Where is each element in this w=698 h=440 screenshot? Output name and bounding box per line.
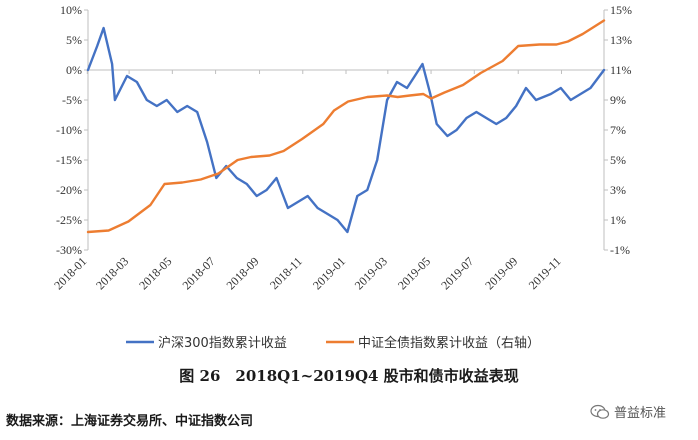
right-tick-label: 15% — [610, 3, 632, 17]
x-tick-label: 2019-05 — [395, 254, 433, 292]
wechat-icon — [590, 404, 610, 419]
x-axis: 2018-01 2018-03 2018-05 2018-07 2018-09 2018-… — [51, 69, 604, 292]
chart: 10% 5% 0% -5% -10% -15% -20% -25% -30% 15% 13% 11%… — [51, 3, 632, 351]
left-tick-label: -5% — [62, 93, 82, 107]
legend: 沪深300指数累计收益 中证全债指数累计收益（右轴） — [126, 335, 540, 351]
x-tick-label: 2018-07 — [180, 254, 218, 292]
right-tick-label: -1% — [610, 243, 630, 257]
x-tick-label: 2018-05 — [136, 254, 174, 292]
right-tick-label: 3% — [610, 183, 626, 197]
csi300-series-line — [86, 26, 606, 234]
right-tick-label: 9% — [610, 93, 626, 107]
left-tick-label: -10% — [56, 123, 82, 137]
bond-index-series-line — [86, 19, 606, 234]
watermark: 普益标准 — [590, 402, 666, 421]
x-tick-label: 2019-01 — [310, 254, 348, 292]
chart-caption: 图 26 2018Q1~2019Q4 股市和债市收益表现 — [179, 367, 519, 385]
right-tick-label: 13% — [610, 33, 632, 47]
left-tick-label: 0% — [66, 63, 82, 77]
x-tick-label: 2018-03 — [93, 254, 131, 292]
left-tick-label: -25% — [56, 213, 82, 227]
data-source: 数据来源：上海证券交易所、中证指数公司 — [6, 414, 254, 429]
legend-label: 沪深300指数累计收益 — [158, 335, 287, 351]
left-tick-label: -30% — [56, 243, 82, 257]
left-tick-label: -15% — [56, 153, 82, 167]
right-tick-label: 7% — [610, 123, 626, 137]
right-tick-label: 11% — [610, 63, 632, 77]
x-tick-label: 2019-09 — [482, 254, 520, 292]
x-tick-label: 2018-11 — [267, 254, 305, 292]
right-tick-label: 5% — [610, 153, 626, 167]
x-tick-label: 2018-01 — [51, 254, 89, 292]
legend-label: 中证全债指数累计收益（右轴） — [358, 335, 540, 351]
left-tick-label: 5% — [66, 33, 82, 47]
x-tick-label: 2019-07 — [438, 254, 476, 292]
x-tick-label: 2019-11 — [526, 254, 564, 292]
right-tick-label: 1% — [610, 213, 626, 227]
series-layer — [86, 19, 606, 234]
watermark-text: 普益标准 — [614, 406, 667, 421]
left-tick-label: 10% — [60, 3, 82, 17]
x-tick-label: 2019-03 — [352, 254, 390, 292]
left-tick-label: -20% — [56, 183, 82, 197]
right-axis: 15% 13% 11% 9% 7% 5% 3% 1% -1% — [603, 3, 632, 257]
x-tick-label: 2018-09 — [223, 254, 261, 292]
left-axis: 10% 5% 0% -5% -10% -15% -20% -25% -30% — [56, 3, 89, 257]
